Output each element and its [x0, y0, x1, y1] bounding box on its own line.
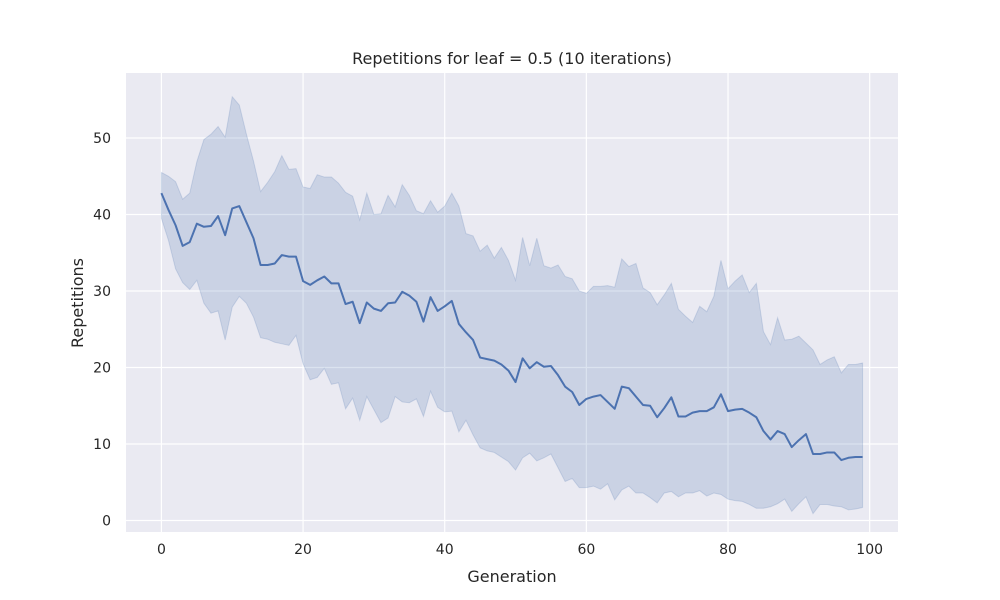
confidence-band — [160, 95, 864, 515]
x-axis-ticks: 0 20 40 60 80 100 — [157, 542, 883, 558]
x-tick-label: 0 — [157, 542, 166, 558]
y-tick-label: 50 — [93, 131, 111, 147]
x-tick-label: 20 — [294, 542, 312, 558]
mean-line — [160, 192, 863, 462]
y-tick-label: 30 — [93, 284, 111, 300]
chart-title: Repetitions for leaf = 0.5 (10 iteration… — [352, 49, 672, 68]
y-tick-label: 20 — [93, 361, 111, 377]
y-axis-label: Repetitions — [68, 258, 87, 348]
plot-area — [126, 73, 898, 532]
grid-lines — [126, 73, 898, 532]
x-axis-label: Generation — [467, 567, 556, 586]
x-tick-label: 80 — [719, 542, 737, 558]
x-tick-label: 100 — [856, 542, 883, 558]
y-tick-label: 40 — [93, 208, 111, 224]
y-tick-label: 10 — [93, 437, 111, 453]
y-tick-label: 0 — [102, 514, 111, 530]
x-tick-label: 40 — [436, 542, 454, 558]
x-tick-label: 60 — [577, 542, 595, 558]
y-axis-ticks: 0 10 20 30 40 50 — [93, 131, 111, 530]
